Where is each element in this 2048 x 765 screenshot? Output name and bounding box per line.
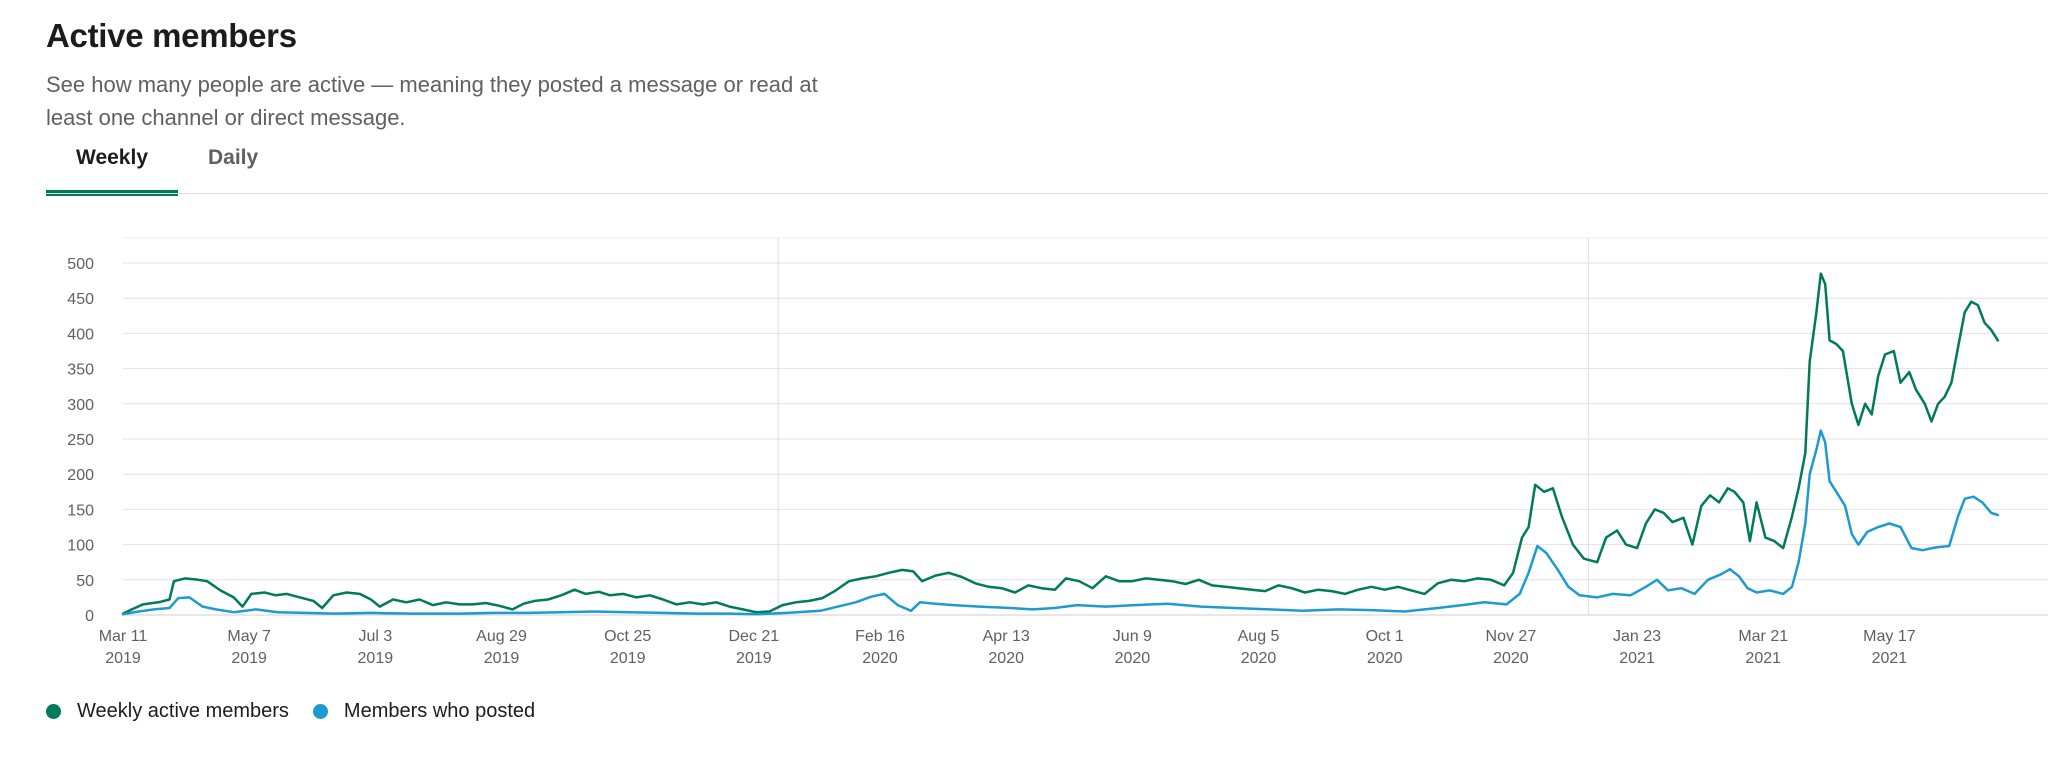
x-tick-label: Jun 9 [1113, 628, 1152, 645]
y-tick-label: 0 [85, 608, 94, 625]
y-tick-label: 350 [67, 362, 94, 379]
legend-label-members-posted: Members who posted [343, 700, 536, 722]
x-tick-year-label: 2020 [1367, 650, 1403, 667]
x-tick-year-label: 2020 [862, 650, 898, 667]
x-tick-year-label: 2020 [1241, 650, 1277, 667]
x-tick-label: Apr 13 [983, 628, 1030, 645]
y-tick-label: 200 [67, 467, 94, 484]
y-tick-label: 400 [67, 326, 94, 343]
x-tick-year-label: 2021 [1872, 650, 1908, 667]
x-tick-label: Oct 1 [1366, 628, 1404, 645]
y-tick-label: 100 [67, 538, 94, 555]
legend-dot-members-posted [312, 704, 328, 719]
legend-dot-weekly-active [46, 704, 61, 719]
x-tick-year-label: 2020 [988, 650, 1024, 667]
y-tick-label: 50 [76, 573, 94, 590]
y-tick-label: 250 [67, 432, 94, 449]
y-tick-label: 500 [67, 256, 94, 273]
x-tick-year-label: 2019 [484, 650, 520, 667]
tab-weekly[interactable]: Weekly [46, 134, 178, 196]
period-tabs: Weekly Daily [46, 134, 288, 196]
legend-label-weekly-active: Weekly active members [77, 700, 289, 722]
series-line-members-posted [121, 429, 2000, 616]
legend-item-weekly-active[interactable]: Weekly active members [46, 700, 289, 723]
x-tick-label: Feb 16 [855, 628, 905, 645]
y-tick-label: 450 [67, 291, 94, 308]
x-tick-year-label: 2020 [1493, 650, 1529, 667]
x-tick-label: Jan 23 [1613, 628, 1661, 645]
x-tick-label: Jul 3 [358, 628, 392, 645]
series-line-weekly-active [121, 272, 2000, 615]
page-title: Active members [46, 17, 297, 54]
y-tick-label: 150 [67, 502, 94, 519]
x-tick-year-label: 2019 [736, 650, 772, 667]
x-tick-label: Mar 11 [99, 628, 148, 645]
x-tick-year-label: 2019 [105, 650, 141, 667]
x-tick-year-label: 2021 [1619, 650, 1655, 667]
x-tick-label: Dec 21 [729, 628, 780, 645]
page-header: Active members See how many people are a… [46, 14, 946, 134]
x-tick-label: May 17 [1863, 628, 1916, 645]
x-tick-year-label: 2019 [610, 650, 646, 667]
tab-daily[interactable]: Daily [208, 146, 259, 169]
x-tick-label: Aug 29 [476, 628, 527, 645]
x-tick-year-label: 2021 [1745, 650, 1781, 667]
x-tick-label: Oct 25 [604, 628, 651, 645]
x-tick-year-label: 2019 [358, 650, 394, 667]
x-tick-year-label: 2019 [231, 650, 267, 667]
tabs-divider [46, 193, 2048, 194]
x-tick-label: Mar 21 [1738, 628, 1788, 645]
x-tick-label: Nov 27 [1486, 628, 1537, 645]
x-tick-label: May 7 [227, 628, 271, 645]
y-tick-label: 300 [67, 397, 94, 414]
page-description: See how many people are active — meaning… [46, 72, 818, 130]
active-members-chart: 0 50 100 150 200 250 300 350 400 450 500 Mar 11 2019… [67, 237, 2048, 667]
x-tick-label: Aug 5 [1238, 628, 1280, 645]
x-tick-year-label: 2020 [1115, 650, 1151, 667]
chart-legend: Weekly active members Members who posted [46, 700, 559, 723]
legend-item-members-posted[interactable]: Members who posted [312, 700, 536, 723]
